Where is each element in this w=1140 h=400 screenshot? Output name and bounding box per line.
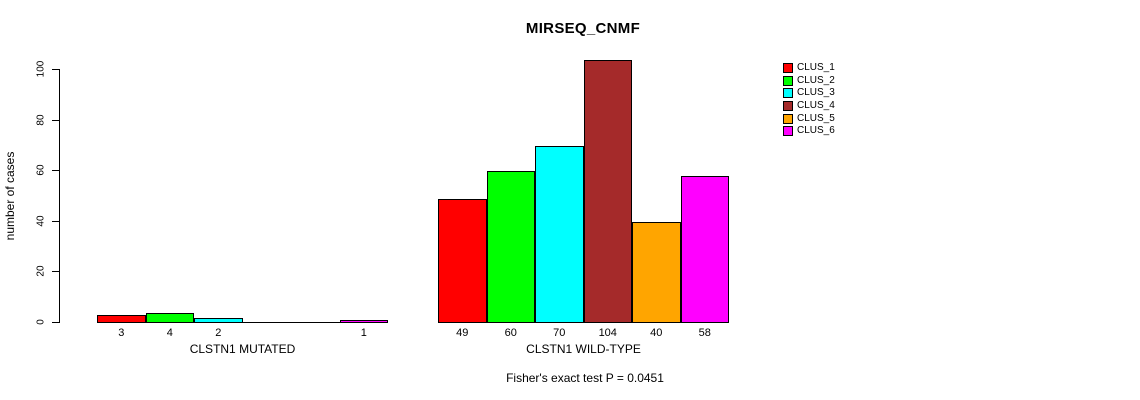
legend-swatch [783,63,793,74]
bar-slot [339,69,388,323]
bar-value-label: 70 [553,327,566,339]
bar-slot [486,69,535,323]
y-tick [52,220,59,222]
bar-slot [632,69,681,323]
bar-value-labels: 3 4 2 1 [97,327,388,339]
y-tick-label: 60 [35,164,47,176]
y-tick-label: 80 [35,114,47,126]
legend-label: CLUS_6 [797,125,835,137]
bar-clus_6 [680,176,729,323]
legend-label: CLUS_1 [797,62,835,74]
bar-value-label: 60 [504,327,517,339]
legend-swatch [783,113,793,124]
bar-group-1 [97,69,388,323]
y-tick [52,119,59,121]
bar-slot [438,69,487,323]
bar-clus_6 [339,320,388,323]
bar-value-label: 40 [650,327,663,339]
bar-clus_1 [97,315,146,323]
y-tick [52,322,59,323]
bar-clus_3 [535,145,584,323]
y-tick-label: 100 [35,60,47,78]
legend-swatch [783,126,793,137]
legend: CLUS_1 CLUS_2 CLUS_3 CLUS_4 CLUS_5 CLUS_6 [783,62,835,138]
legend-label: CLUS_2 [797,74,835,86]
chart-title: MIRSEQ_CNMF [525,20,641,37]
bar-clus_2 [145,312,194,323]
legend-item-clus_2: CLUS_2 [783,75,835,88]
legend-item-clus_1: CLUS_1 [783,62,835,75]
y-tick-label: 40 [35,215,47,227]
y-tick [52,170,59,172]
legend-swatch [783,88,793,99]
bar-slot [680,69,729,323]
bar-group-2 [438,59,729,323]
y-axis-line [59,69,60,323]
legend-label: CLUS_4 [797,100,835,112]
legend-item-clus_4: CLUS_4 [783,100,835,113]
legend-item-clus_6: CLUS_6 [783,125,835,138]
bar-clus_1 [438,199,487,323]
bar-clus_4 [583,59,632,323]
bar-value-label: 3 [118,327,125,339]
y-tick [52,69,59,70]
bar-value-label: 58 [698,327,711,339]
legend-item-clus_5: CLUS_5 [783,112,835,125]
fisher-test-annotation: Fisher's exact test P = 0.0451 [506,371,664,385]
bar-value-label [243,327,292,339]
bar-slot [243,69,292,322]
group-label: CLSTN1 WILD-TYPE [526,342,641,356]
bar-slot [583,59,632,323]
bar-slot [194,69,243,323]
bar-clus_2 [486,171,535,323]
legend-label: CLUS_5 [797,112,835,124]
bar-slot [145,69,194,323]
bar-value-label: 2 [215,327,222,339]
bar-value-label: 104 [598,327,617,339]
bar-clus_3 [194,317,243,323]
legend-item-clus_3: CLUS_3 [783,87,835,100]
y-tick-label: 20 [35,265,47,277]
bar-value-label: 4 [166,327,173,339]
group-label: CLSTN1 MUTATED [189,342,296,356]
y-tick-label: 0 [35,319,47,325]
legend-label: CLUS_3 [797,87,835,99]
y-axis-label: number of cases [3,151,17,241]
y-tick [52,271,59,273]
bar-slot [535,69,584,323]
legend-swatch [783,101,793,112]
bar-value-labels: 49 60 70 104 40 58 [438,327,729,339]
bar-value-label: 1 [360,327,367,339]
bar-slot [97,69,146,323]
bar-slot [291,69,340,322]
bar-clus_5 [632,221,681,323]
bar-value-label [291,327,340,339]
legend-swatch [783,75,793,86]
bar-value-label: 49 [456,327,469,339]
